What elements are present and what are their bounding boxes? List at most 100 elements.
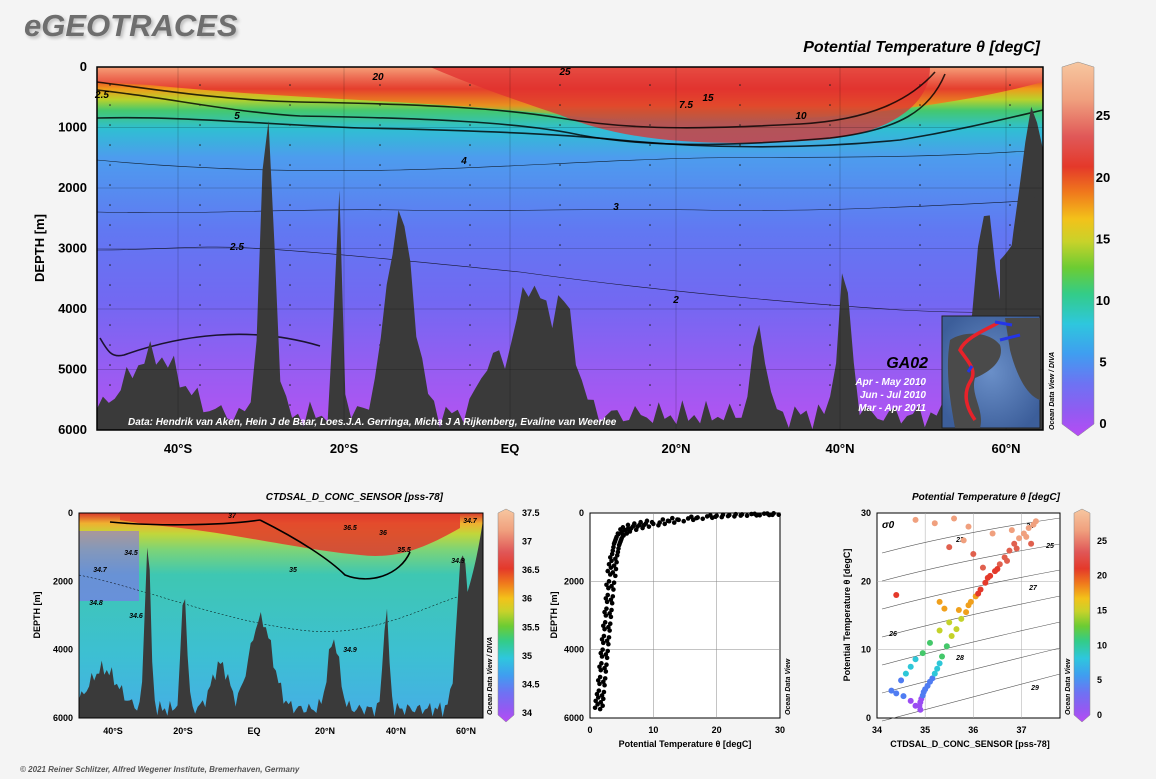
data-point — [604, 606, 609, 611]
sample-point — [739, 164, 741, 166]
contour-label: 2.5 — [94, 90, 109, 101]
chart-title: Potential Temperature θ [degC] — [803, 39, 1040, 56]
data-point — [646, 524, 652, 529]
y-axis-label: DEPTH [m] — [32, 591, 42, 638]
data-point — [1023, 533, 1030, 540]
data-point — [605, 568, 611, 574]
data-point — [623, 528, 628, 534]
data-point — [776, 512, 782, 518]
sample-point — [919, 284, 921, 286]
sample-point — [919, 384, 921, 386]
sample-point — [829, 324, 831, 326]
data-point — [975, 590, 982, 597]
sample-point — [559, 124, 561, 126]
sample-point — [469, 324, 471, 326]
isotherm-line — [96, 246, 1044, 313]
data-point — [725, 513, 731, 519]
contour-label: 34.7 — [463, 518, 478, 525]
data-point — [662, 521, 668, 527]
sample-point — [469, 224, 471, 226]
data-point — [593, 698, 598, 704]
colorbar-tick-label: 35 — [522, 651, 532, 661]
data-point — [936, 598, 943, 605]
data-point — [953, 626, 960, 633]
colorbar-tick-label: 35.5 — [522, 622, 540, 632]
sample-point — [289, 84, 291, 86]
sample-point — [739, 204, 741, 206]
sample-point — [829, 364, 831, 366]
sample-point — [109, 384, 111, 386]
data-point — [934, 665, 941, 672]
sample-point — [1009, 244, 1011, 246]
sample-point — [469, 304, 471, 306]
sample-point — [469, 164, 471, 166]
sample-point — [649, 124, 651, 126]
contour-label: 3 — [613, 202, 619, 213]
y-tick-label: 2000 — [58, 180, 87, 195]
sample-point — [649, 384, 651, 386]
sample-point — [919, 364, 921, 366]
data-point — [931, 520, 938, 527]
sample-point — [919, 144, 921, 146]
sample-point — [649, 344, 651, 346]
contour-label: 34.6 — [129, 613, 143, 620]
isopycnal-line — [881, 543, 1061, 582]
sample-point — [559, 244, 561, 246]
data-point — [902, 670, 909, 677]
sample-point — [1009, 144, 1011, 146]
ts-diagram-chart: 23242526272829σ0343536370102030CTDSAL_D_… — [842, 492, 1107, 749]
sample-point — [469, 284, 471, 286]
data-point — [951, 515, 958, 522]
sample-point — [109, 104, 111, 106]
data-point — [893, 690, 900, 697]
isopycnal-line — [881, 621, 1061, 666]
y-tick-label: 6000 — [58, 422, 87, 437]
data-point — [599, 693, 605, 698]
isopycnal-line — [881, 569, 1061, 610]
sample-point — [919, 304, 921, 306]
data-point — [597, 706, 603, 712]
data-point — [603, 596, 609, 601]
data-point — [640, 525, 645, 531]
sample-point — [289, 224, 291, 226]
sample-point — [649, 164, 651, 166]
data-point — [606, 561, 612, 567]
sample-point — [919, 84, 921, 86]
sample-point — [739, 364, 741, 366]
colorbar-tick-label: 10 — [1097, 640, 1107, 650]
sample-point — [649, 304, 651, 306]
sample-point — [469, 124, 471, 126]
data-point — [625, 522, 631, 528]
data-point — [596, 688, 602, 693]
copyright-notice: © 2021 Reiner Schlitzer, Alfred Wegener … — [20, 765, 300, 774]
sample-point — [829, 124, 831, 126]
data-point — [617, 541, 623, 546]
sample-point — [919, 244, 921, 246]
data-point — [965, 602, 972, 609]
chart-title: CTDSAL_D_CONC_SENSOR [pss-78] — [266, 492, 444, 503]
sample-point — [649, 264, 651, 266]
temperature-profile-chart: 0 10 20 30 0 2000 4000 6000 Potential Temperatur… — [549, 508, 792, 749]
sample-point — [739, 144, 741, 146]
sample-point — [469, 184, 471, 186]
contour-label: 34.9 — [451, 558, 465, 565]
data-point — [907, 697, 914, 704]
sample-point — [919, 344, 921, 346]
sample-point — [829, 384, 831, 386]
sample-point — [199, 184, 201, 186]
sample-point — [289, 324, 291, 326]
sample-point — [739, 324, 741, 326]
data-point — [616, 546, 621, 551]
isopycnal-label: 28 — [955, 655, 964, 662]
x-tick-label: 30 — [775, 725, 785, 735]
colorbar-tick-label: 20 — [1096, 170, 1110, 185]
sample-point — [829, 104, 831, 106]
data-point — [602, 665, 607, 671]
sample-point — [199, 164, 201, 166]
data-point — [608, 597, 614, 603]
sample-point — [199, 284, 201, 286]
sample-point — [739, 124, 741, 126]
sample-point — [649, 224, 651, 226]
x-tick-label: 34 — [872, 725, 882, 735]
sample-point — [739, 384, 741, 386]
